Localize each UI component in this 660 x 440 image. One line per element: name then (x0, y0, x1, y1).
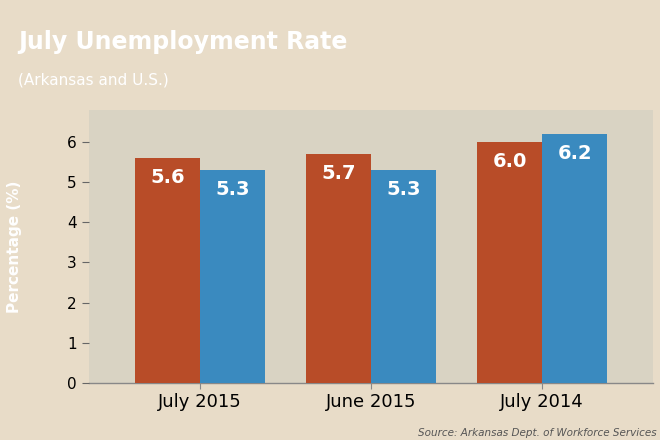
Text: Percentage (%): Percentage (%) (7, 180, 22, 312)
Text: 5.3: 5.3 (387, 180, 421, 199)
Bar (543, 134, 607, 383)
Bar (306, 154, 371, 383)
Bar (477, 142, 543, 383)
Text: 5.6: 5.6 (150, 168, 185, 187)
Text: Source: Arkansas Dept. of Workforce Services: Source: Arkansas Dept. of Workforce Serv… (418, 428, 657, 438)
Text: 6.2: 6.2 (558, 144, 592, 163)
Bar (135, 158, 200, 383)
Bar (200, 170, 265, 383)
Text: 6.0: 6.0 (492, 152, 527, 171)
Text: July Unemployment Rate: July Unemployment Rate (18, 30, 348, 55)
Text: (Arkansas and U.S.): (Arkansas and U.S.) (18, 73, 169, 88)
Text: 5.3: 5.3 (215, 180, 250, 199)
Text: 5.7: 5.7 (321, 164, 356, 183)
Bar (371, 170, 436, 383)
